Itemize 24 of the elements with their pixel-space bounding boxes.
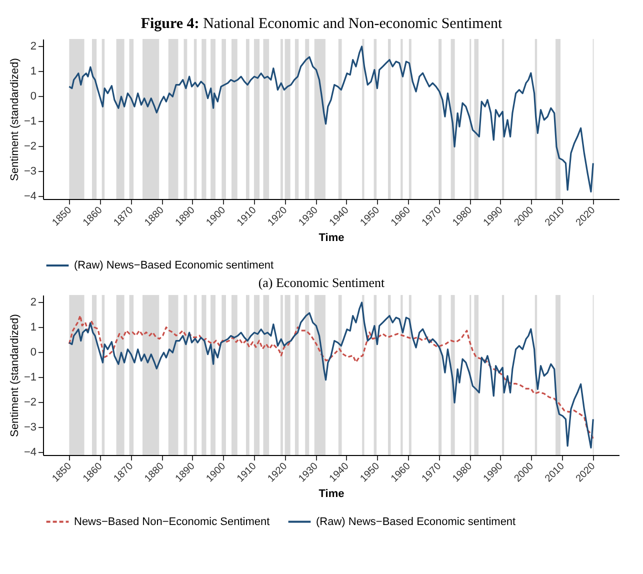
text: (a) Economic Sentiment (257, 275, 386, 291)
legend-label: (Raw) News−Based Economic sentiment (74, 260, 274, 272)
chart-title: Figure 4: National Economic and Non-economic Sentiment (140, 16, 504, 33)
y-tick-label: −2 (24, 396, 36, 408)
y-tick-label: 0 (30, 90, 36, 102)
x-axis-title: Time (318, 232, 344, 244)
y-tick-label: 1 (30, 65, 36, 78)
y-tick-label: −4 (24, 190, 36, 202)
y-tick-label: −1 (24, 371, 36, 384)
y-axis-title: Sentiment (standardized) (8, 58, 21, 181)
y-tick-label: 2 (30, 40, 36, 52)
y-tick-label: −1 (24, 115, 36, 128)
line-series (68, 46, 594, 193)
y-tick-label: 0 (30, 346, 36, 358)
x-axis-title: Time (318, 488, 344, 500)
y-tick-label: −3 (24, 421, 36, 434)
y-tick-label: −3 (24, 165, 36, 178)
y-tick-label: −2 (24, 140, 36, 152)
y-tick-label: −4 (24, 446, 36, 458)
legend-label: (Raw) News−Based Economic sentiment (316, 516, 516, 528)
legend-label: News−Based Non−Economic Sentiment (74, 516, 270, 528)
y-axis-title: Sentiment (standardized) (8, 314, 21, 437)
y-tick-label: 2 (30, 296, 36, 308)
y-tick-label: 1 (30, 321, 36, 334)
